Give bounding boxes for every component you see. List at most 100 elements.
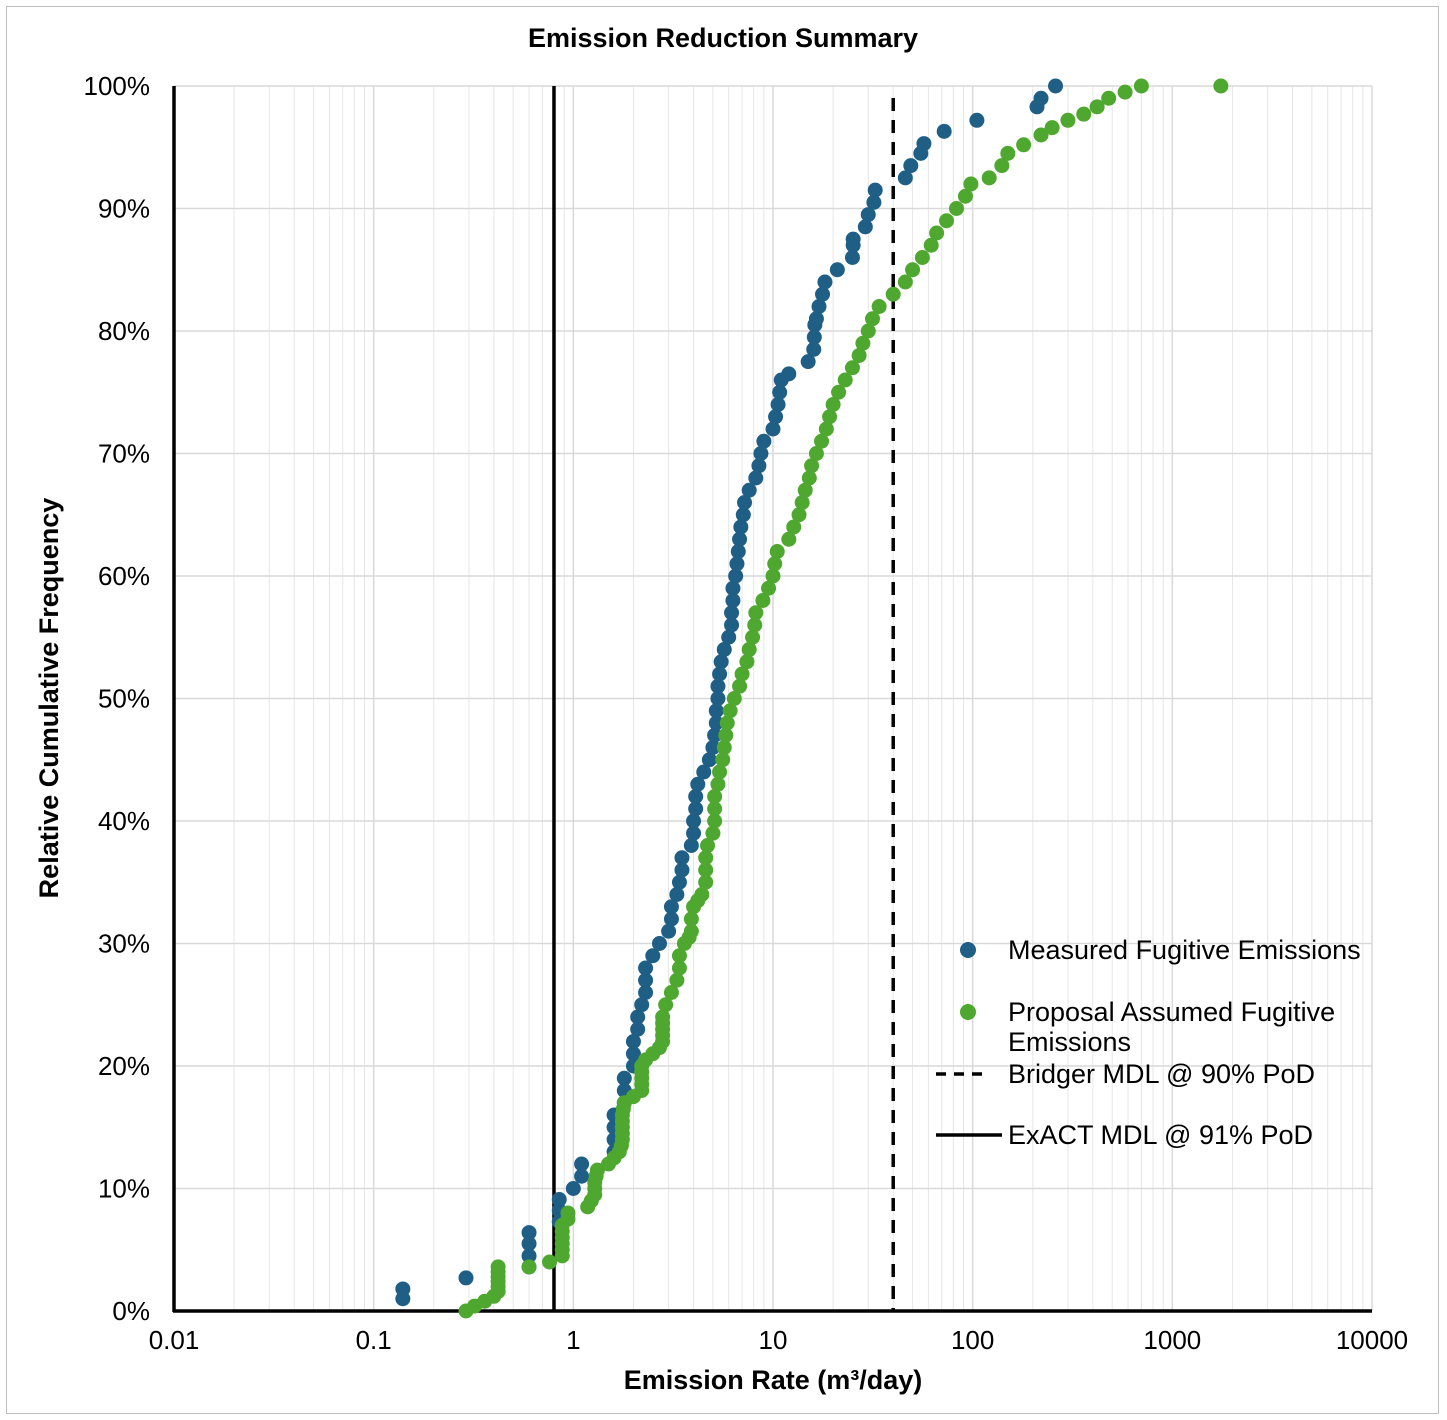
proposal-point — [1033, 127, 1049, 143]
measured-point — [903, 158, 919, 174]
proposal-point — [716, 740, 732, 755]
measured-point — [690, 776, 706, 792]
proposal-point — [855, 335, 871, 351]
proposal-point — [786, 519, 802, 535]
proposal-point — [694, 887, 710, 902]
proposal-point — [761, 580, 777, 596]
measured-point — [708, 715, 724, 731]
proposal-point — [707, 801, 723, 817]
proposal-point — [718, 727, 734, 743]
measured-point — [651, 936, 667, 951]
legend-marker-proposal — [960, 1004, 976, 1020]
measured-point — [663, 911, 679, 927]
measured-point — [748, 470, 764, 486]
y-tick-label: 70% — [98, 439, 150, 469]
proposal-point — [683, 923, 699, 939]
proposal-point — [542, 1254, 558, 1270]
x-tick-label: 1 — [566, 1325, 580, 1355]
measured-point — [724, 605, 740, 621]
y-tick-label: 50% — [98, 684, 150, 714]
measured-point — [735, 507, 751, 523]
measured-point — [565, 1181, 581, 1196]
measured-point — [638, 972, 654, 988]
proposal-point — [804, 458, 820, 474]
measured-point — [638, 960, 654, 976]
y-tick-label: 90% — [98, 194, 150, 224]
measured-point — [770, 397, 786, 412]
measured-point — [688, 789, 704, 804]
proposal-point — [939, 213, 955, 229]
proposal-point — [715, 752, 731, 768]
proposal-point — [560, 1205, 576, 1221]
measured-point — [701, 752, 717, 768]
proposal-point — [726, 691, 742, 706]
measured-point — [729, 556, 745, 572]
measured-point — [713, 654, 729, 670]
measured-point — [521, 1225, 537, 1241]
measured-point — [765, 421, 781, 437]
measured-point — [866, 194, 882, 210]
axes — [172, 86, 1372, 1313]
proposal-point — [700, 838, 716, 853]
measured-point — [521, 1248, 537, 1264]
proposal-point — [671, 960, 687, 976]
proposal-point — [710, 776, 726, 792]
legend: Measured Fugitive Emissions Proposal Ass… — [936, 935, 1361, 1150]
proposal-point — [741, 642, 757, 657]
measured-point — [969, 112, 985, 128]
measured-point — [897, 170, 913, 186]
proposal-point — [864, 311, 880, 327]
measured-point — [730, 544, 746, 559]
proposal-point — [1044, 120, 1060, 136]
measured-point — [686, 813, 702, 829]
measured-point — [724, 617, 740, 633]
proposal-point — [957, 188, 973, 204]
measured-point — [728, 568, 744, 584]
measured-point — [683, 838, 699, 853]
measured-point — [663, 899, 679, 915]
measured-point — [645, 948, 661, 964]
measured-point — [808, 311, 824, 327]
legend-label-bridger: Bridger MDL @ 90% PoD — [1008, 1059, 1315, 1089]
measured-point — [625, 1046, 641, 1062]
proposal-point — [897, 274, 913, 290]
y-tick-label: 60% — [98, 561, 150, 591]
x-tick-label: 10000 — [1336, 1325, 1408, 1355]
proposal-point — [814, 433, 830, 449]
proposal-point — [712, 764, 728, 780]
measured-point — [574, 1168, 590, 1184]
proposal-point — [797, 482, 813, 498]
proposal-point — [739, 654, 755, 670]
proposal-point — [698, 874, 714, 890]
y-tick-label: 10% — [98, 1174, 150, 1204]
proposal-point — [923, 237, 939, 253]
y-tick-labels: 0% 10% 20% 30% 40% 50% 60% 70% 80% 90% 100% — [84, 71, 151, 1326]
measured-point — [686, 825, 702, 841]
proposal-point — [1076, 106, 1092, 122]
measured-point — [669, 887, 685, 902]
measured-point — [458, 1270, 474, 1286]
y-tick-label: 20% — [98, 1051, 150, 1081]
measured-point — [716, 642, 732, 657]
measured-point — [732, 531, 748, 547]
proposal-point — [818, 421, 834, 437]
y-tick-label: 100% — [84, 71, 151, 101]
measured-point — [1033, 90, 1049, 106]
measured-point — [705, 740, 721, 755]
x-tick-label: 0.1 — [356, 1325, 392, 1355]
proposal-point — [732, 678, 748, 694]
measured-point — [721, 629, 737, 645]
proposal-point — [905, 262, 921, 278]
proposal-point — [825, 397, 841, 412]
measured-point — [625, 1034, 641, 1049]
proposal-point — [683, 911, 699, 927]
proposal-point — [1089, 99, 1105, 115]
proposal-point — [851, 348, 867, 363]
proposal-point — [994, 158, 1010, 174]
measured-point — [806, 341, 822, 357]
proposal-point — [860, 323, 876, 339]
measured-point — [696, 764, 712, 780]
measured-point — [768, 409, 784, 425]
x-tick-labels: 0.01 0.1 1 10 100 1000 10000 — [149, 1325, 1408, 1355]
proposal-point — [949, 201, 965, 216]
